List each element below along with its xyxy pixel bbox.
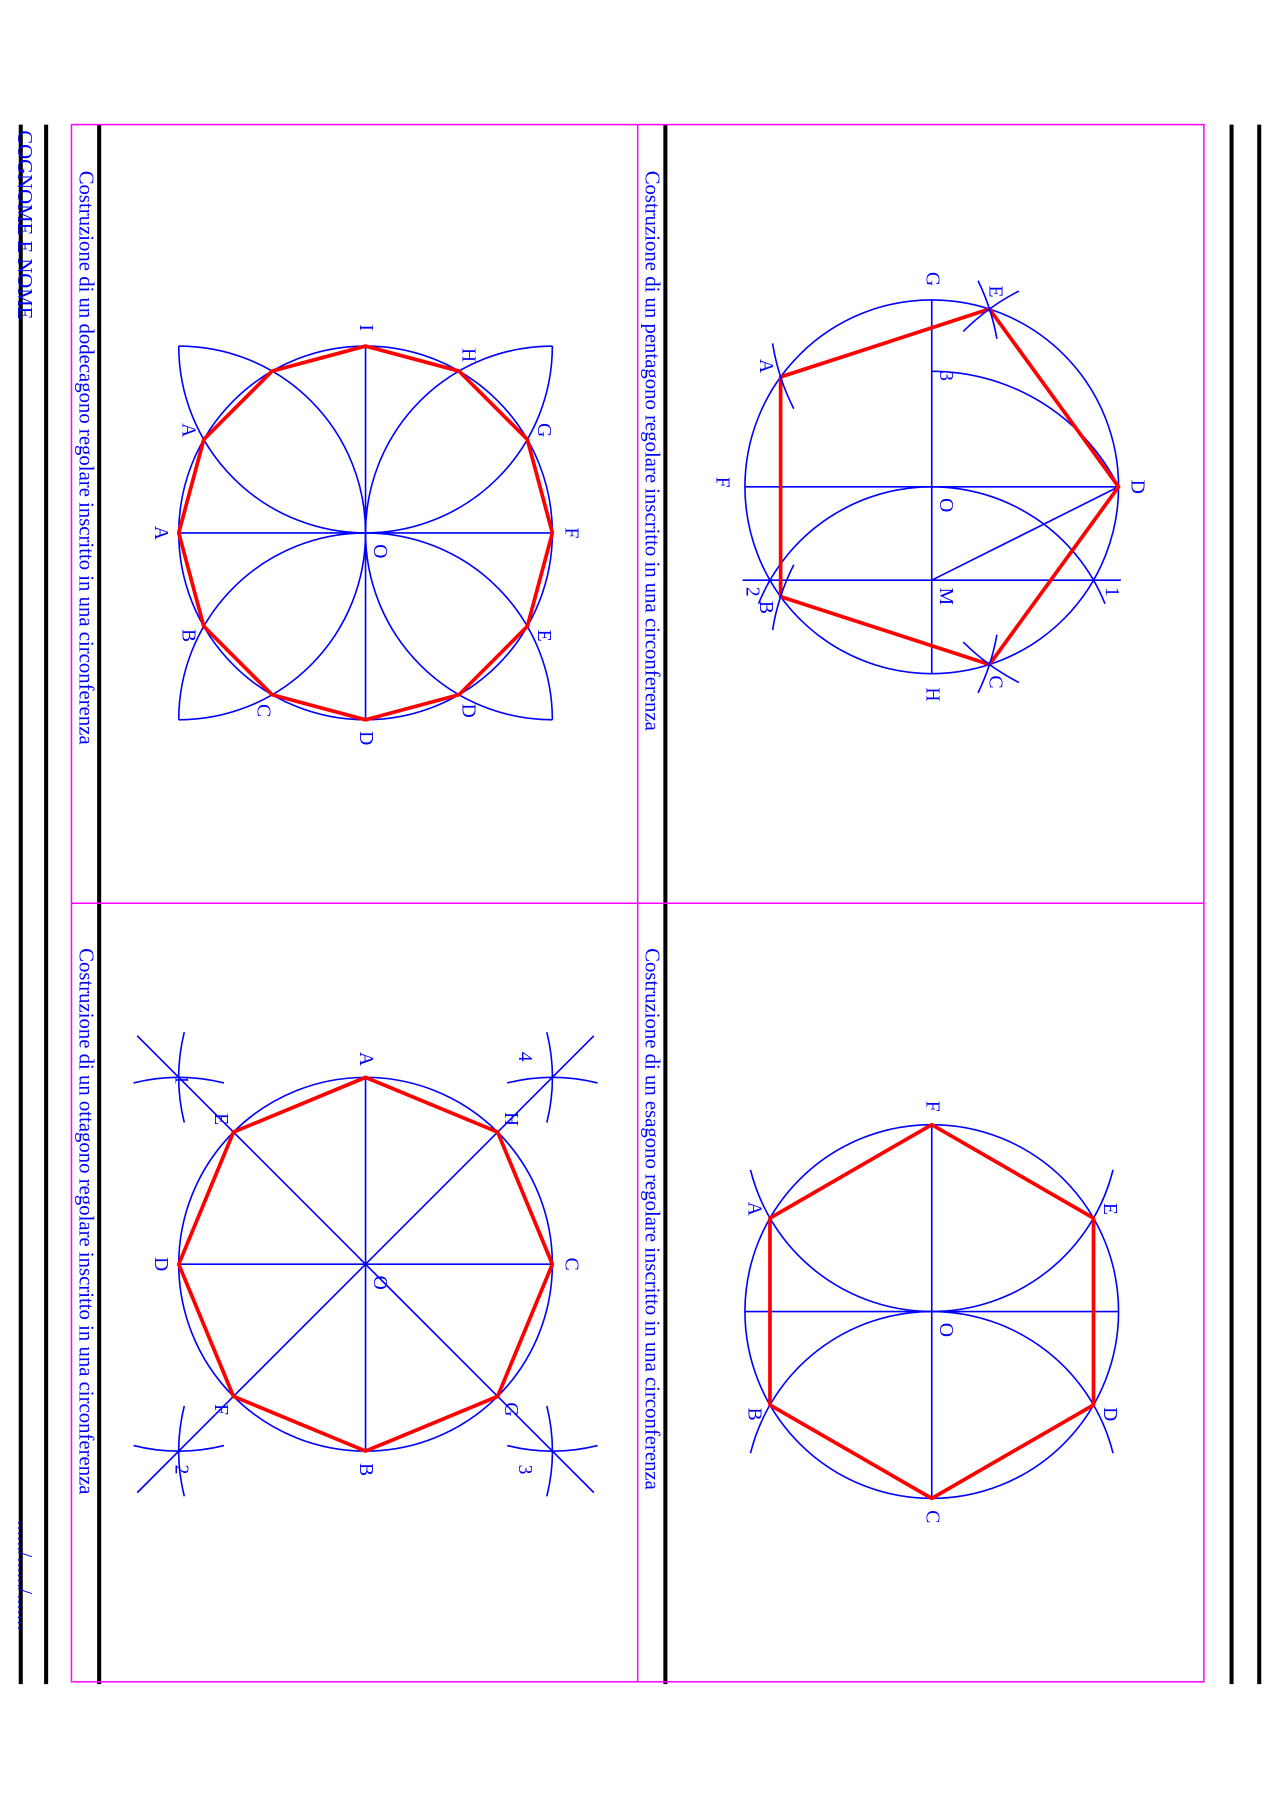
compass-mark — [977, 280, 998, 339]
vertex-label: D — [1127, 480, 1148, 494]
vertex-label: C — [252, 704, 273, 717]
vertex-label: D — [1099, 1407, 1120, 1421]
vertex-label: E — [533, 630, 554, 642]
point-label: O — [369, 544, 390, 558]
point-label: M — [935, 588, 956, 605]
point-label: 2 — [741, 587, 762, 597]
vertex-label: B — [177, 629, 198, 642]
polygon-outline — [176, 1075, 555, 1453]
arc-center-M — [931, 370, 1120, 488]
polygon-outline — [778, 307, 1121, 667]
point-label: 2 — [171, 1465, 192, 1475]
hexagon-title: Costruzione di un esagono regolare inscr… — [641, 948, 663, 1490]
frame — [70, 123, 1205, 1683]
date-field[interactable]: ....../....../....... — [13, 1520, 35, 1630]
point-label: 1 — [171, 1075, 192, 1085]
point-label: 1 — [1101, 587, 1122, 597]
compass-mark — [546, 1405, 554, 1497]
point-label: O — [369, 1276, 390, 1290]
vertex-label: F — [210, 1404, 231, 1415]
vertex-label: B — [355, 1463, 376, 1476]
point-label: F — [711, 477, 732, 488]
compass-mark — [133, 1444, 225, 1452]
vertex-label: I — [355, 324, 376, 331]
vertex-label: D — [355, 731, 376, 745]
vertex-label: B — [743, 1408, 764, 1421]
vertex-label: D — [458, 704, 479, 718]
point-label: 3 — [935, 371, 956, 381]
vertex-label: A — [743, 1202, 764, 1216]
octagon-construction: A H C G B F D E O 1 2 3 4 — [133, 1031, 598, 1497]
vertex-label: F — [921, 1101, 942, 1112]
vertex-label: E — [210, 1113, 231, 1125]
vertex-label: C — [560, 1258, 581, 1271]
point-label: G — [921, 272, 942, 286]
compass-mark — [771, 564, 795, 631]
compass-mark — [506, 1076, 598, 1084]
octagon-title: Costruzione di un ottagono regolare insc… — [74, 948, 96, 1494]
vertex-label: A — [177, 423, 198, 437]
arc-center-F — [364, 345, 553, 721]
compass-mark — [771, 343, 795, 410]
vertex-label: H — [500, 1112, 521, 1126]
polygon-outline — [768, 1122, 1096, 1501]
point-label: 4 — [514, 1052, 535, 1062]
point-label: O — [935, 498, 956, 512]
vertex-label: A — [355, 1052, 376, 1066]
segment-DM — [931, 486, 1119, 581]
vertex-label: G — [533, 423, 554, 437]
compass-mark — [178, 1031, 186, 1123]
vertex-label: H — [458, 348, 479, 362]
point-label: O — [935, 1323, 956, 1337]
point-label: 3 — [514, 1465, 535, 1475]
polygon-outline — [176, 344, 555, 722]
diagonal-bisector — [136, 1035, 595, 1494]
compass-mark — [977, 634, 998, 694]
rules — [18, 124, 1262, 1685]
vertex-label: A — [150, 526, 171, 540]
vertex-label: B — [755, 601, 776, 614]
vertex-label: A — [755, 359, 776, 373]
arc-center-H — [757, 486, 1106, 604]
vertex-label: C — [985, 676, 1006, 689]
dodecagon-construction: I H G F E D D C B A A O — [150, 324, 582, 745]
hexagon-construction: F E D C B A O — [743, 1101, 1120, 1524]
pentagon-construction: D E A B C G H F O M 1 2 3 — [711, 272, 1147, 701]
vertex-label: E — [985, 286, 1006, 298]
vertex-label: G — [500, 1402, 521, 1416]
vertex-label: F — [560, 527, 581, 538]
vertex-label: D — [150, 1257, 171, 1271]
vertex-label: E — [1099, 1203, 1120, 1215]
dodecagon-title: Costruzione di un dodecagono regolare in… — [74, 171, 96, 745]
arc-center-C — [749, 1310, 1114, 1454]
pentagon-title: Costruzione di un pentagono regolare ins… — [641, 171, 663, 731]
vertex-label: C — [921, 1510, 942, 1523]
point-label: H — [921, 687, 942, 701]
name-label: COGNOME E NOME — [13, 130, 35, 319]
